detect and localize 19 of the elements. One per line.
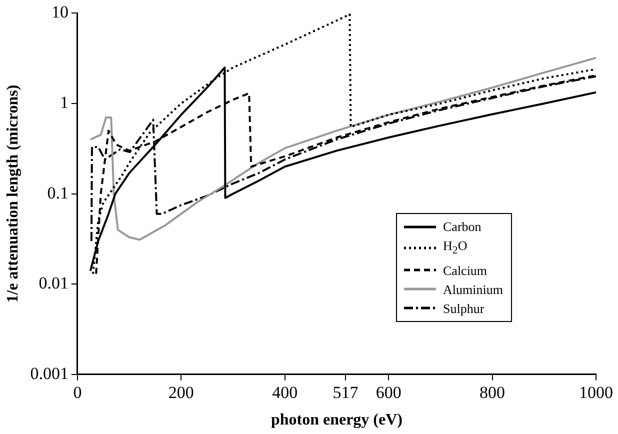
x-tick-label: 400 — [272, 383, 298, 402]
x-tick-label: 200 — [168, 383, 194, 402]
x-tick-label: 600 — [376, 383, 402, 402]
x-tick-label: 0 — [73, 383, 82, 402]
x-tick-label: 1000 — [579, 383, 613, 402]
y-tick-label: 0.1 — [47, 183, 68, 202]
legend-label: H$_{2}$O — [443, 237, 468, 259]
x-axis-title: photon energy (eV) — [270, 412, 402, 429]
y-tick-label: 0.001 — [30, 364, 68, 383]
legend-label: Carbon — [443, 218, 482, 236]
legend-label: Calcium — [443, 262, 488, 280]
x-tick-label: 800 — [480, 383, 506, 402]
y-tick-label: 0.01 — [38, 274, 68, 293]
legend-label: Sulphur — [443, 300, 484, 318]
legend-label: Aluminium — [443, 280, 503, 299]
y-tick-label: 1 — [60, 92, 68, 112]
y-tick-label: 10 — [51, 2, 68, 22]
y-axis-title: 1/e attenuation length (microns) — [4, 84, 22, 303]
x-tick-label: 517 — [332, 383, 359, 402]
